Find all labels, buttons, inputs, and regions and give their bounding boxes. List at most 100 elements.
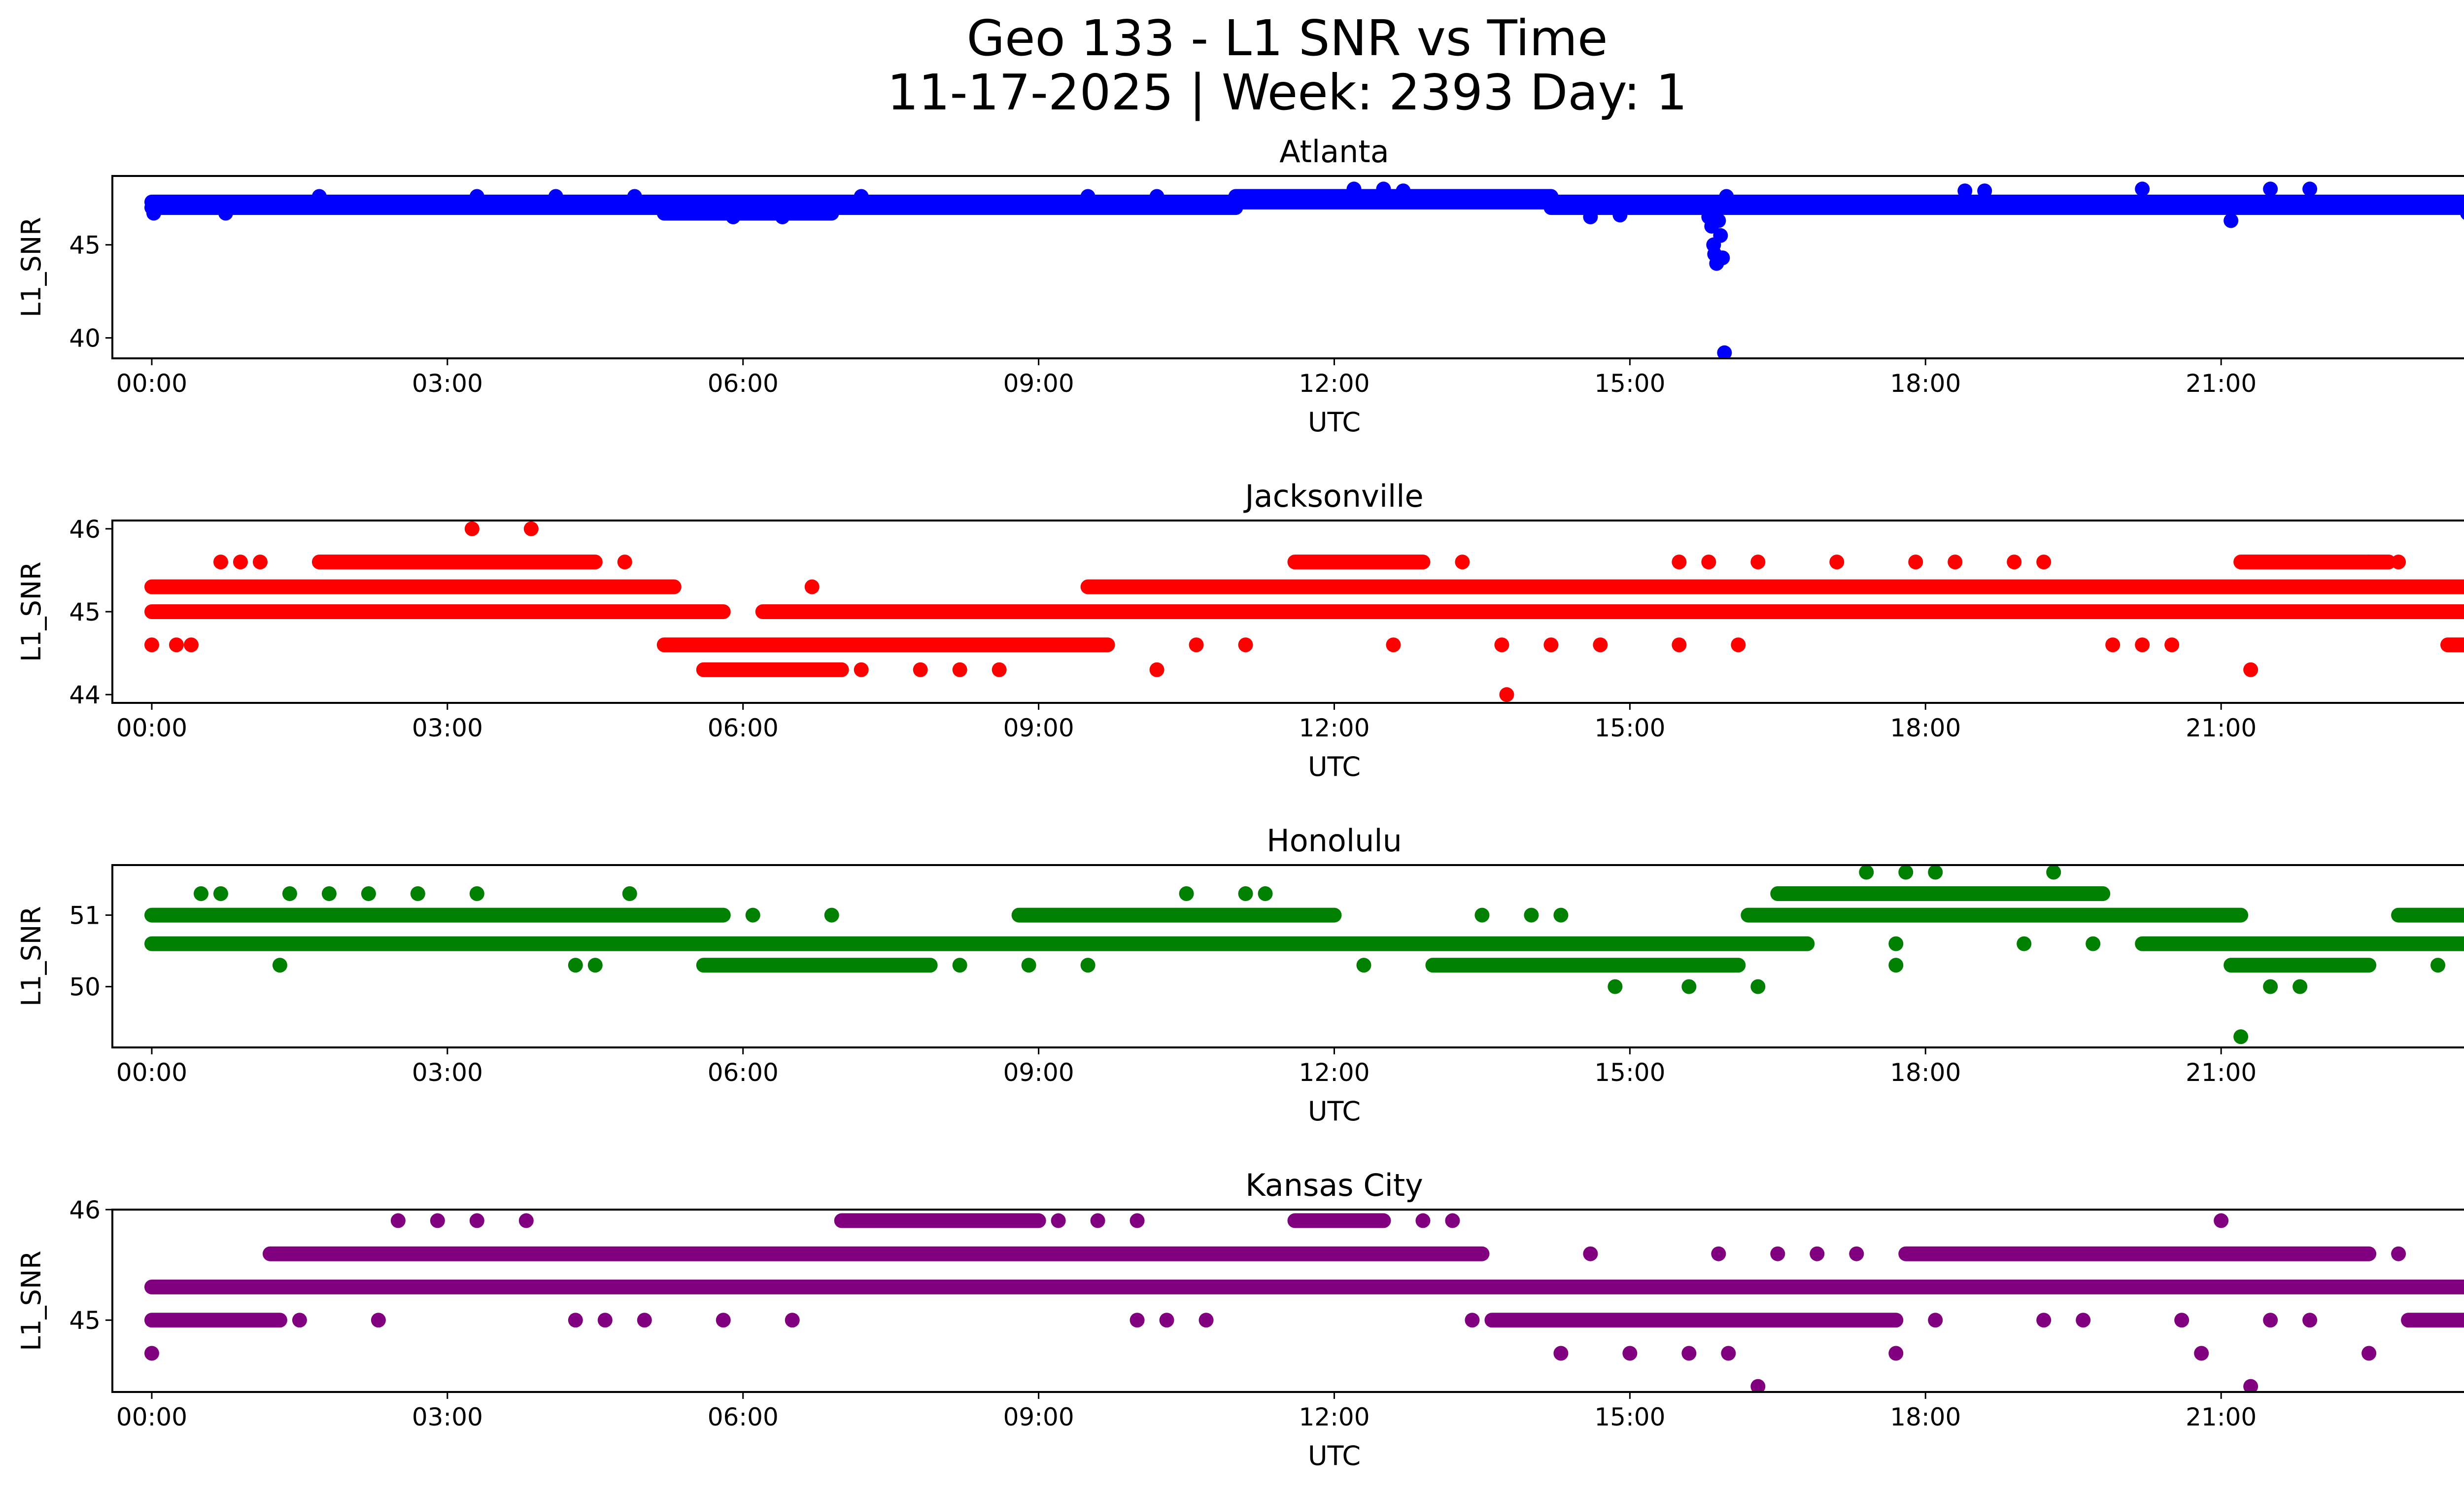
- figure-title-line2: 11-17-2025 | Week: 2393 Day: 1: [887, 64, 1687, 121]
- data-band: [144, 936, 1815, 951]
- x-tick-label: 18:00: [1890, 1058, 1961, 1087]
- x-tick-label: 15:00: [1594, 714, 1665, 742]
- data-point: [213, 555, 228, 570]
- data-point: [1928, 865, 1943, 880]
- data-point: [824, 907, 839, 923]
- data-point: [1721, 1346, 1736, 1361]
- data-point: [144, 637, 159, 653]
- data-point: [1849, 1246, 1864, 1261]
- x-tick-label: 00:00: [116, 369, 187, 398]
- data-point: [2391, 555, 2406, 570]
- data-points: [144, 865, 2464, 1044]
- data-point: [469, 886, 484, 902]
- data-point: [2164, 637, 2180, 653]
- data-band: [2135, 936, 2464, 951]
- x-axis-label: UTC: [1308, 1440, 1361, 1471]
- data-point: [233, 555, 248, 570]
- x-tick-label: 21:00: [2186, 1403, 2257, 1431]
- data-point: [1524, 907, 1539, 923]
- data-point: [1445, 1213, 1460, 1228]
- x-tick-label: 06:00: [708, 1058, 779, 1087]
- data-point: [2421, 604, 2436, 619]
- x-tick-label: 15:00: [1594, 1403, 1665, 1431]
- data-point: [992, 662, 1007, 677]
- data-point: [2361, 1346, 2377, 1361]
- data-point: [1553, 1346, 1569, 1361]
- axes-frame: [111, 864, 2464, 1048]
- data-band: [755, 604, 2464, 619]
- y-tick-label: 46: [69, 1196, 101, 1224]
- subplot-title: Jacksonville: [1243, 478, 1423, 514]
- data-point: [2135, 637, 2150, 653]
- subplot-2: Honolulu 00:00 03:00 06:00 09:00 12:00 15:00 18…: [16, 823, 2464, 1127]
- x-tick-label: 12:00: [1299, 1058, 1369, 1087]
- data-band: [2224, 958, 2377, 973]
- x-axis-label: UTC: [1308, 1096, 1361, 1127]
- data-point: [1898, 865, 1914, 880]
- data-point: [2430, 958, 2446, 973]
- data-point: [1129, 1313, 1145, 1328]
- data-point: [1346, 181, 1362, 197]
- data-point: [785, 1313, 800, 1328]
- data-point: [1386, 637, 1401, 653]
- data-point: [1750, 555, 1766, 570]
- data-point: [1376, 181, 1391, 197]
- data-point: [2224, 213, 2239, 228]
- figure-title-line1: Geo 133 - L1 SNR vs Time: [967, 9, 1608, 67]
- data-band: [1543, 200, 2464, 215]
- y-tick-label: 45: [69, 1306, 101, 1335]
- data-point: [1051, 1213, 1066, 1228]
- data-point: [2046, 865, 2061, 880]
- data-point: [144, 1346, 159, 1361]
- data-band: [1484, 1313, 1904, 1328]
- data-point: [1346, 604, 1362, 619]
- data-point: [1948, 555, 1963, 570]
- data-point: [252, 555, 268, 570]
- y-tick-label: 46: [69, 515, 101, 544]
- data-band: [1011, 907, 1342, 923]
- data-point: [2391, 1246, 2406, 1261]
- data-point: [1021, 958, 1036, 973]
- data-points: [144, 181, 2464, 358]
- data-point: [213, 886, 228, 902]
- data-point: [745, 907, 760, 923]
- subplot-title: Kansas City: [1245, 1167, 1423, 1203]
- data-point: [1543, 637, 1559, 653]
- data-band: [2460, 207, 2464, 220]
- x-tick-label: 09:00: [1003, 714, 1074, 742]
- data-point: [1731, 637, 1746, 653]
- data-point: [282, 886, 297, 902]
- y-axis-label: L1_SNR: [16, 561, 47, 662]
- data-point: [2135, 181, 2150, 197]
- data-point: [1888, 936, 1904, 951]
- data-point: [2017, 936, 2032, 951]
- data-point: [1415, 1213, 1431, 1228]
- data-point: [146, 206, 161, 221]
- x-tick-label: 12:00: [1299, 1403, 1369, 1431]
- y-tick-label: 51: [69, 902, 101, 930]
- data-point: [469, 189, 484, 204]
- data-point: [410, 886, 425, 902]
- y-tick-label: 45: [69, 231, 101, 260]
- y-tick-label: 40: [69, 324, 101, 352]
- data-point: [2076, 1313, 2091, 1328]
- data-point: [854, 662, 869, 677]
- data-point: [518, 1213, 534, 1228]
- data-band: [696, 958, 938, 973]
- x-tick-label: 06:00: [708, 369, 779, 398]
- data-point: [1717, 345, 1732, 358]
- data-point: [1080, 189, 1095, 204]
- data-point: [1859, 865, 1874, 880]
- data-point: [2263, 1313, 2278, 1328]
- data-point: [169, 637, 184, 653]
- y-tick-label: 44: [69, 681, 101, 709]
- data-point: [2036, 1313, 2052, 1328]
- data-band: [656, 637, 1115, 653]
- x-tick-label: 18:00: [1890, 714, 1961, 742]
- data-point: [2263, 979, 2278, 994]
- data-band: [696, 662, 849, 677]
- data-band: [824, 200, 1243, 215]
- data-point: [292, 1313, 307, 1328]
- y-axis-label: L1_SNR: [16, 217, 47, 317]
- x-tick-label: 03:00: [412, 1058, 483, 1087]
